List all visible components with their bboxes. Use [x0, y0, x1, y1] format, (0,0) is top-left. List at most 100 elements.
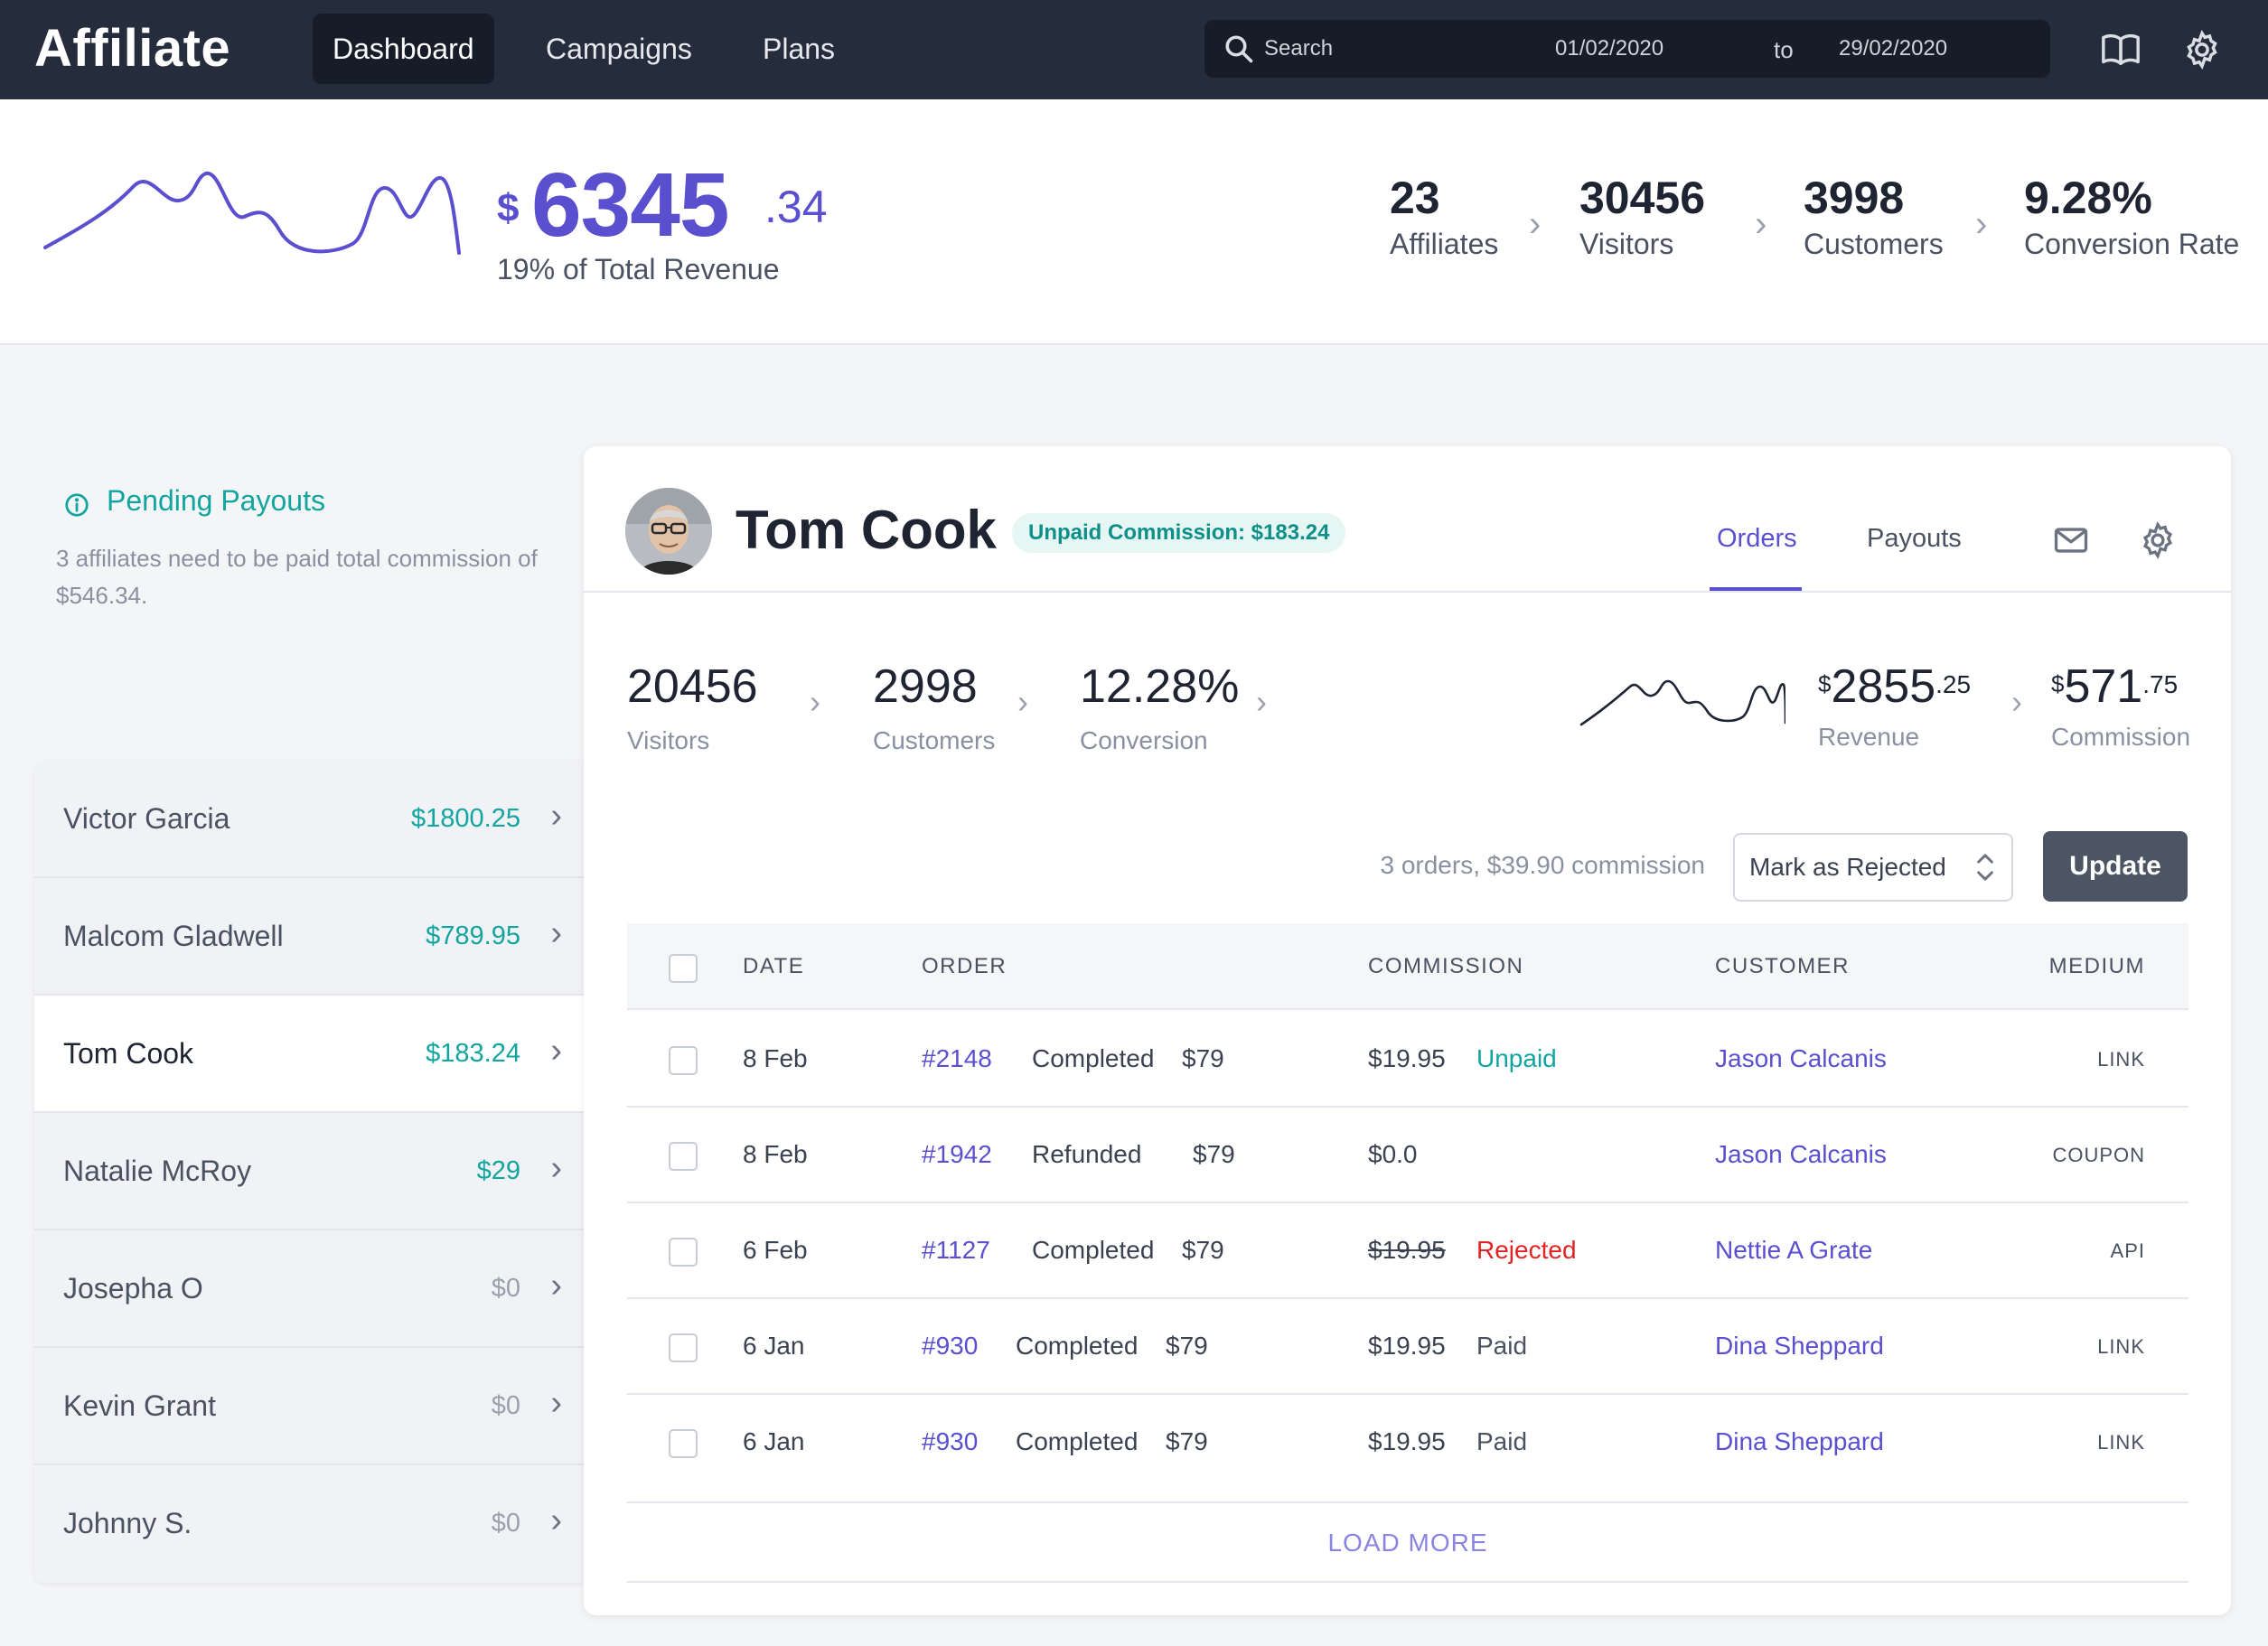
kpi-affiliates[interactable]: 23 Affiliates — [1390, 172, 1498, 261]
order-price: $79 — [1193, 1140, 1235, 1168]
order-link[interactable]: #2148 — [922, 1044, 992, 1072]
kpi-visitors[interactable]: 30456 Visitors — [1579, 172, 1705, 261]
commission-decimal: .75 — [2142, 670, 2179, 698]
affiliate-row[interactable]: Johnny S. $0 › — [34, 1465, 584, 1583]
row-checkbox[interactable] — [669, 1429, 698, 1458]
medium: LINK — [2097, 1335, 2145, 1358]
update-button[interactable]: Update — [2043, 831, 2188, 902]
column-header-commission[interactable]: COMMISSION — [1368, 954, 1524, 978]
commission-amount: $19.95 — [1368, 1332, 1446, 1360]
pending-payouts-description: 3 affiliates need to be paid total commi… — [56, 545, 538, 609]
kpi-conversion-rate[interactable]: 9.28% Conversion Rate — [2024, 172, 2239, 261]
customer-link[interactable]: Jason Calcanis — [1715, 1140, 1887, 1168]
affiliate-name: Kevin Grant — [63, 1389, 216, 1422]
order-status: Completed — [1016, 1427, 1139, 1455]
chevron-right-icon: › — [810, 683, 820, 720]
commission-amount: $19.95 — [1368, 1044, 1446, 1072]
order-date: 8 Feb — [743, 1044, 808, 1072]
order-link[interactable]: #1127 — [922, 1236, 990, 1264]
search-and-date-range: Search 01/02/2020 to 29/02/2020 — [1204, 20, 2050, 78]
date-to-field[interactable]: 29/02/2020 — [1839, 36, 1948, 61]
order-date: 8 Feb — [743, 1140, 808, 1168]
tab-orders[interactable]: Orders — [1717, 524, 1797, 553]
select-value: Mark as Rejected — [1749, 853, 1946, 881]
commission-amount: $19.95 — [1368, 1427, 1446, 1455]
commission-label: Commission — [2051, 723, 2191, 751]
chevron-right-icon: › — [1256, 683, 1267, 720]
bulk-action-select[interactable]: Mark as Rejected — [1733, 833, 2013, 902]
affiliate-name: Johnny S. — [63, 1507, 192, 1539]
load-more-button[interactable]: LOAD MORE — [1327, 1529, 1488, 1557]
kpi-value: 30456 — [1579, 173, 1706, 223]
affiliate-sparkline — [1579, 679, 1785, 726]
column-header-date[interactable]: DATE — [743, 954, 805, 978]
column-header-medium[interactable]: MEDIUM — [2048, 954, 2145, 978]
order-status: Completed — [1032, 1236, 1155, 1264]
affiliate-row-selected[interactable]: Tom Cook $183.24 › — [34, 996, 584, 1113]
customer-link[interactable]: Dina Sheppard — [1715, 1332, 1884, 1360]
pending-payouts-title: Pending Payouts — [107, 484, 325, 517]
brand-logo[interactable]: Affiliate — [34, 19, 231, 78]
kpi-label: Customers — [1804, 228, 1944, 260]
search-icon — [1225, 35, 1253, 63]
search-input[interactable]: Search — [1264, 36, 1334, 61]
revenue-integer: 2855 — [1831, 660, 1936, 713]
table-row: 8 Feb #1942 Refunded $79 $0.0 Jason Calc… — [627, 1108, 2188, 1203]
affiliate-list: Victor Garcia $1800.25 › Malcom Gladwell… — [34, 761, 584, 1583]
affiliate-row[interactable]: Victor Garcia $1800.25 › — [34, 761, 584, 878]
kpi-customers[interactable]: 3998 Customers — [1804, 172, 1944, 261]
table-row: 6 Jan #930 Completed $79 $19.95 Paid Din… — [627, 1395, 2188, 1491]
customer-link[interactable]: Jason Calcanis — [1715, 1044, 1887, 1072]
kpi-value: 9.28% — [2024, 173, 2152, 223]
date-to-label: to — [1774, 36, 1794, 63]
nav-campaigns[interactable]: Campaigns — [546, 33, 692, 65]
order-status: Refunded — [1032, 1140, 1142, 1168]
gear-icon[interactable] — [2181, 29, 2223, 70]
chevron-right-icon: › — [550, 1384, 562, 1422]
nav-dashboard[interactable]: Dashboard — [313, 14, 494, 84]
column-header-customer[interactable]: CUSTOMER — [1715, 954, 1850, 978]
order-link[interactable]: #930 — [922, 1427, 979, 1455]
affiliate-row[interactable]: Kevin Grant $0 › — [34, 1348, 584, 1465]
gear-icon[interactable] — [2138, 520, 2178, 560]
active-tab-indicator — [1710, 587, 1802, 591]
currency-symbol: $ — [2051, 670, 2065, 697]
order-price: $79 — [1166, 1332, 1208, 1360]
revenue-label: Revenue — [1818, 723, 1920, 751]
customer-link[interactable]: Dina Sheppard — [1715, 1427, 1884, 1455]
affiliate-row[interactable]: Josepha O $0 › — [34, 1230, 584, 1348]
nav-plans[interactable]: Plans — [763, 33, 836, 65]
row-checkbox[interactable] — [669, 1142, 698, 1171]
row-checkbox[interactable] — [669, 1046, 698, 1075]
row-checkbox[interactable] — [669, 1333, 698, 1362]
chevron-right-icon: › — [550, 797, 562, 835]
affiliate-row[interactable]: Malcom Gladwell $789.95 › — [34, 878, 584, 996]
stat-value: 20456 — [627, 660, 758, 713]
affiliate-name: Malcom Gladwell — [63, 920, 284, 952]
chevron-right-icon: › — [1529, 204, 1542, 244]
date-from-field[interactable]: 01/02/2020 — [1555, 36, 1664, 61]
avatar — [625, 488, 712, 575]
revenue-sparkline — [43, 172, 461, 255]
currency-symbol: $ — [1818, 670, 1832, 697]
commission-status: Unpaid — [1476, 1044, 1557, 1072]
select-all-checkbox[interactable] — [669, 954, 698, 983]
affiliate-header: Tom Cook Unpaid Commission: $183.24 Orde… — [584, 446, 2231, 593]
mail-icon[interactable] — [2051, 520, 2091, 560]
revenue-integer: 6345 — [531, 154, 729, 256]
tab-payouts[interactable]: Payouts — [1867, 524, 1962, 553]
order-link[interactable]: #930 — [922, 1332, 979, 1360]
affiliate-name: Natalie McRoy — [63, 1155, 252, 1187]
order-link[interactable]: #1942 — [922, 1140, 992, 1168]
table-row: 6 Jan #930 Completed $79 $19.95 Paid Din… — [627, 1299, 2188, 1395]
commission-integer: 571 — [2064, 660, 2143, 713]
affiliate-revenue: $2855.25 — [1818, 659, 1971, 714]
affiliate-row[interactable]: Natalie McRoy $29 › — [34, 1113, 584, 1230]
customer-link[interactable]: Nettie A Grate — [1715, 1236, 1873, 1264]
row-checkbox[interactable] — [669, 1238, 698, 1267]
column-header-order[interactable]: ORDER — [922, 954, 1007, 978]
book-icon[interactable] — [2100, 29, 2141, 70]
kpi-value: 3998 — [1804, 173, 1905, 223]
affiliate-amount: $789.95 — [426, 921, 520, 950]
chevron-right-icon: › — [550, 1032, 562, 1070]
